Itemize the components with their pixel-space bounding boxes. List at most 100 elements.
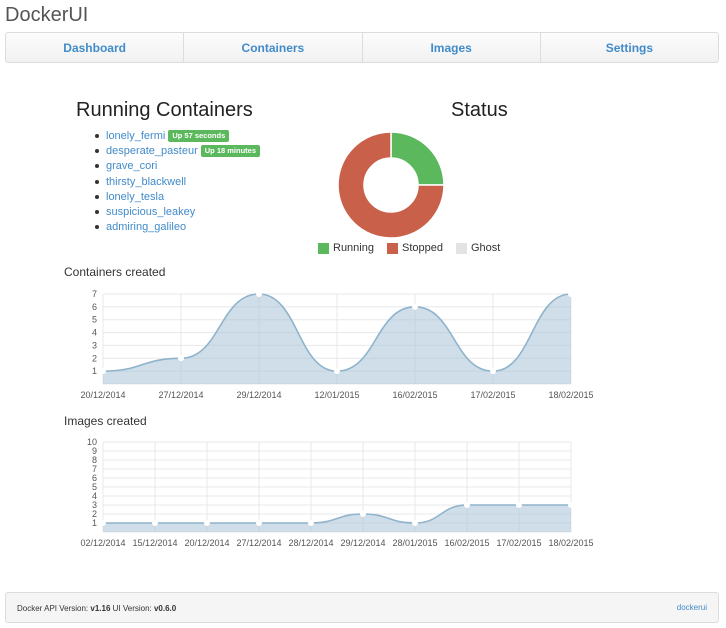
container-link[interactable]: thirsty_blackwell bbox=[106, 175, 187, 188]
data-point bbox=[490, 368, 496, 375]
api-version-value: v1.16 bbox=[90, 604, 111, 613]
bullet-icon bbox=[95, 164, 99, 169]
container-link[interactable]: lonely_fermi bbox=[106, 130, 166, 142]
bullet-icon bbox=[95, 209, 99, 214]
container-item: desperate_pasteur Up 18 minutes bbox=[95, 144, 260, 159]
bullet-icon bbox=[95, 149, 99, 154]
containers-chart-title: Containers created bbox=[64, 265, 166, 279]
x-tick-label: 16/02/2015 bbox=[392, 390, 437, 400]
ui-version-label: UI Version: bbox=[110, 604, 154, 613]
data-point bbox=[412, 303, 418, 310]
container-item: lonely_fermi Up 57 seconds bbox=[95, 129, 260, 144]
status-donut-chart bbox=[337, 131, 445, 239]
legend-item: Ghost bbox=[455, 242, 501, 254]
y-tick-label: 4 bbox=[92, 328, 97, 338]
api-version-label: Docker API Version: bbox=[17, 604, 91, 613]
x-tick-label: 12/01/2015 bbox=[314, 390, 359, 400]
bullet-icon bbox=[95, 194, 99, 199]
data-point bbox=[360, 511, 366, 517]
data-point bbox=[334, 368, 340, 375]
data-point bbox=[412, 520, 418, 526]
data-point bbox=[256, 520, 262, 526]
y-tick-label: 6 bbox=[92, 473, 97, 483]
bullet-icon bbox=[95, 179, 99, 184]
nav-containers[interactable]: Containers bbox=[184, 33, 363, 62]
legend-item: Running bbox=[318, 242, 374, 254]
y-tick-label: 5 bbox=[92, 482, 97, 492]
x-tick-label: 29/12/2014 bbox=[340, 538, 385, 548]
y-tick-label: 1 bbox=[92, 366, 97, 376]
x-tick-label: 18/02/2015 bbox=[548, 390, 593, 400]
data-point bbox=[100, 368, 106, 375]
footer: Docker API Version: v1.16 UI Version: v0… bbox=[5, 592, 719, 623]
x-tick-label: 29/12/2014 bbox=[236, 390, 281, 400]
y-tick-label: 3 bbox=[92, 340, 97, 350]
nav-dashboard[interactable]: Dashboard bbox=[6, 33, 185, 62]
container-link[interactable]: lonely_tesla bbox=[106, 190, 165, 203]
legend-label: Running bbox=[333, 242, 374, 254]
x-tick-label: 28/01/2015 bbox=[392, 538, 437, 548]
y-tick-label: 1 bbox=[92, 518, 97, 528]
status-legend: Running Stopped Ghost bbox=[318, 242, 513, 254]
x-tick-label: 02/12/2014 bbox=[80, 538, 125, 548]
legend-label: Stopped bbox=[401, 242, 443, 254]
x-tick-label: 28/12/2014 bbox=[288, 538, 333, 548]
data-point bbox=[308, 520, 314, 526]
y-tick-label: 10 bbox=[87, 437, 97, 447]
legend-swatch bbox=[318, 242, 329, 254]
dockerui-link[interactable]: dockerui bbox=[676, 603, 707, 612]
container-link[interactable]: admiring_galileo bbox=[106, 221, 187, 234]
bullet-icon bbox=[95, 134, 99, 138]
x-tick-label: 20/12/2014 bbox=[80, 390, 125, 400]
images-chart-title: Images created bbox=[64, 414, 147, 428]
x-tick-label: 15/12/2014 bbox=[132, 538, 177, 548]
container-item: admiring_galileo bbox=[95, 220, 260, 235]
container-link[interactable]: desperate_pasteur bbox=[106, 145, 198, 158]
bullet-icon bbox=[95, 225, 99, 230]
y-tick-label: 6 bbox=[92, 302, 97, 312]
donut-slice-stopped bbox=[337, 131, 445, 239]
y-tick-label: 2 bbox=[92, 353, 97, 363]
data-point bbox=[256, 291, 262, 297]
data-point bbox=[178, 355, 184, 362]
container-item: grave_cori bbox=[95, 159, 260, 174]
y-tick-label: 4 bbox=[92, 491, 97, 501]
data-point bbox=[516, 502, 522, 508]
data-point bbox=[152, 520, 158, 526]
x-tick-label: 18/02/2015 bbox=[548, 538, 593, 548]
footer-versions: Docker API Version: v1.16 UI Version: v0… bbox=[17, 604, 176, 613]
data-point bbox=[568, 502, 574, 508]
main-nav: Dashboard Containers Images Settings bbox=[5, 32, 719, 63]
legend-label: Ghost bbox=[470, 242, 501, 254]
y-tick-label: 3 bbox=[92, 500, 97, 510]
status-title: Status bbox=[451, 99, 508, 121]
y-tick-label: 7 bbox=[92, 289, 97, 299]
nav-settings[interactable]: Settings bbox=[605, 40, 654, 55]
container-item: thirsty_blackwell bbox=[95, 175, 260, 190]
nav-images[interactable]: Images bbox=[363, 33, 541, 62]
y-tick-label: 2 bbox=[92, 509, 97, 519]
data-point bbox=[204, 520, 210, 526]
legend-swatch bbox=[386, 242, 398, 254]
container-link[interactable]: grave_cori bbox=[106, 160, 158, 173]
x-tick-label: 17/02/2015 bbox=[470, 390, 515, 400]
container-link[interactable]: suspicious_leakey bbox=[106, 205, 196, 218]
brand-title: DockerUI bbox=[5, 4, 89, 26]
y-tick-label: 5 bbox=[92, 315, 97, 325]
donut-slice-running bbox=[390, 131, 445, 186]
x-tick-label: 17/02/2015 bbox=[496, 538, 541, 548]
ui-version-value: v0.6.0 bbox=[153, 604, 177, 613]
y-tick-label: 9 bbox=[92, 446, 97, 456]
running-containers-title: Running Containers bbox=[76, 99, 253, 121]
x-tick-label: 27/12/2014 bbox=[236, 538, 281, 548]
x-tick-label: 16/02/2015 bbox=[444, 538, 489, 548]
container-item: lonely_tesla bbox=[95, 190, 260, 205]
containers-created-chart: 1 2 3 4 5 6 7 20/12/2014 27/12/2014 29/12/2014 12/… bbox=[80, 289, 593, 400]
data-point bbox=[100, 520, 106, 526]
area-line bbox=[103, 504, 571, 524]
x-tick-label: 27/12/2014 bbox=[158, 390, 203, 400]
y-tick-label: 8 bbox=[92, 455, 97, 465]
container-item: suspicious_leakey bbox=[95, 205, 260, 220]
y-tick-label: 7 bbox=[92, 464, 97, 474]
